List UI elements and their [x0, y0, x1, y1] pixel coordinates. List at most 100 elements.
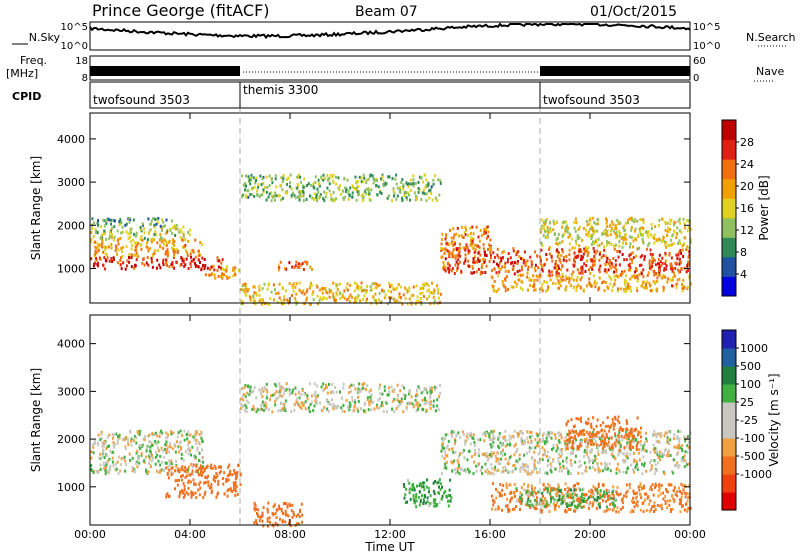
scatter-cell: [623, 258, 626, 262]
scatter-cell: [429, 188, 432, 192]
scatter-cell: [420, 302, 423, 306]
scatter-cell: [492, 251, 495, 255]
scatter-cell: [213, 475, 216, 478]
scatter-cell: [405, 487, 407, 491]
scatter-cell: [357, 387, 360, 391]
scatter-cell: [176, 468, 179, 472]
scatter-cell: [568, 437, 571, 441]
scatter-cell: [316, 302, 319, 306]
scatter-cell: [580, 498, 583, 502]
scatter-cell: [586, 259, 589, 263]
scatter-cell: [620, 237, 623, 241]
scatter-cell: [407, 401, 410, 405]
scatter-cell: [645, 230, 647, 234]
scatter-cell: [276, 194, 279, 198]
scatter-cell: [237, 463, 240, 467]
scatter-cell: [375, 282, 378, 286]
scatter-cell: [187, 465, 190, 469]
scatter-cell: [305, 290, 308, 294]
scatter-cell: [298, 173, 301, 177]
scatter-cell: [566, 438, 569, 442]
scatter-cell: [271, 410, 274, 414]
scatter-cell: [167, 252, 170, 256]
scatter-cell: [574, 488, 577, 492]
scatter-cell: [504, 438, 506, 442]
scatter-cell: [360, 180, 363, 184]
scatter-cell: [310, 283, 313, 287]
scatter-cell: [469, 231, 472, 235]
scatter-cell: [615, 510, 618, 514]
scatter-cell: [556, 236, 559, 240]
scatter-cell: [280, 509, 283, 513]
scatter-cell: [504, 286, 507, 289]
scatter-cell: [611, 496, 613, 500]
scatter-cell: [547, 274, 550, 277]
scatter-cell: [437, 178, 440, 182]
scatter-cell: [616, 492, 619, 495]
scatter-cell: [467, 251, 470, 255]
scatter-cell: [442, 442, 444, 446]
scatter-cell: [347, 197, 350, 201]
scatter-cell: [253, 194, 256, 198]
scatter-cell: [607, 286, 610, 290]
scatter-cell: [124, 267, 127, 271]
scatter-cell: [444, 247, 447, 251]
scatter-cell: [433, 299, 436, 303]
scatter-cell: [678, 277, 681, 281]
scatter-cell: [626, 441, 629, 445]
scatter-cell: [423, 402, 426, 406]
scatter-cell: [180, 457, 183, 460]
scatter-cell: [331, 398, 333, 402]
scatter-cell: [278, 507, 281, 510]
scatter-cell: [625, 286, 628, 290]
scatter-cell: [333, 299, 336, 302]
scatter-cell: [321, 291, 324, 295]
scatter-cell: [567, 226, 570, 230]
scatter-cell: [557, 456, 560, 460]
scatter-cell: [591, 264, 594, 267]
scatter-cell: [233, 468, 236, 472]
scatter-cell: [280, 176, 283, 180]
scatter-cell: [495, 271, 498, 275]
scatter-cell: [444, 269, 447, 273]
scatter-cell: [282, 406, 285, 410]
scatter-cell: [187, 440, 190, 444]
scatter-cell: [549, 278, 552, 282]
scatter-cell: [557, 439, 560, 443]
scatter-cell: [335, 291, 338, 295]
scatter-cell: [458, 234, 461, 238]
scatter-cell: [196, 468, 199, 472]
scatter-cell: [676, 226, 679, 230]
scatter-cell: [413, 500, 416, 504]
scatter-cell: [380, 300, 383, 304]
scatter-cell: [343, 195, 346, 199]
nave-tick-low: 0: [693, 73, 699, 84]
scatter-cell: [445, 248, 448, 252]
scatter-cell: [623, 289, 626, 293]
scatter-cell: [645, 437, 648, 441]
scatter-cell: [418, 490, 421, 494]
scatter-cell: [271, 393, 274, 397]
scatter-cell: [618, 448, 621, 452]
scatter-cell: [327, 178, 330, 182]
scatter-cell: [560, 488, 563, 492]
scatter-cell: [282, 386, 285, 390]
scatter-cell: [679, 242, 682, 245]
scatter-cell: [200, 470, 202, 474]
scatter-cell: [391, 177, 394, 181]
scatter-cell: [579, 278, 582, 282]
scatter-cell: [184, 470, 187, 473]
scatter-cell: [127, 440, 129, 444]
scatter-cell: [580, 494, 583, 498]
scatter-cell: [354, 175, 357, 179]
scatter-cell: [370, 408, 373, 412]
scatter-cell: [190, 453, 192, 457]
scatter-cell: [262, 506, 265, 510]
scatter-cell: [627, 218, 630, 222]
scatter-cell: [479, 253, 482, 257]
scatter-cell: [325, 383, 327, 387]
scatter-cell: [275, 397, 278, 401]
scatter-cell: [195, 438, 198, 442]
scatter-cell: [688, 276, 691, 280]
